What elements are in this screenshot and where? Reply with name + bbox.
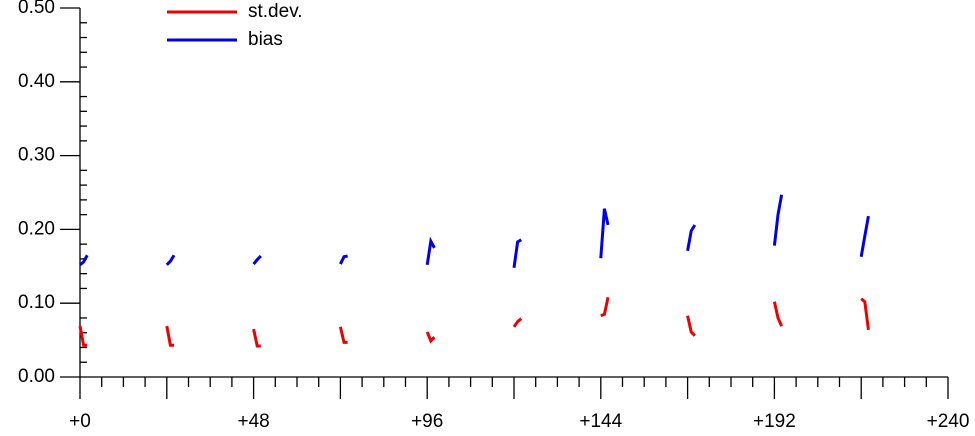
x-tick-label: +48 [237, 411, 269, 431]
y-tick-label: 0.10 [18, 292, 55, 313]
y-tick-label: 0.00 [18, 366, 55, 387]
x-tick-label: +192 [753, 411, 796, 431]
x-tick-label: +240 [927, 411, 970, 431]
data-line [79, 194, 870, 268]
x-tick-label: +96 [411, 411, 443, 431]
legend-label: bias [248, 29, 283, 50]
y-tick-label: 0.40 [18, 71, 55, 92]
y-tick-label: 0.30 [18, 145, 55, 166]
legend-label: st.dev. [248, 1, 303, 22]
data-line [78, 296, 870, 348]
y-tick-label: 0.50 [18, 0, 55, 18]
x-tick-label: +144 [579, 411, 622, 431]
y-tick-label: 0.20 [18, 218, 55, 239]
x-tick-label: +0 [69, 411, 91, 431]
